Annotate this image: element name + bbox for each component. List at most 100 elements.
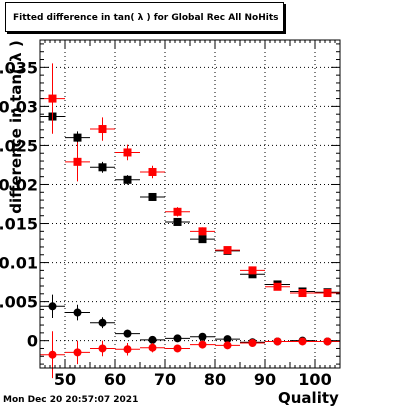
y-tick-label: 0	[27, 332, 38, 351]
circle-marker	[198, 340, 207, 349]
square-marker	[73, 157, 82, 166]
square-marker	[323, 289, 332, 298]
circle-marker	[298, 337, 307, 346]
data-point	[290, 289, 315, 298]
circle-marker	[123, 345, 132, 354]
circle-marker	[148, 335, 157, 344]
x-tick-label: 80	[204, 370, 226, 389]
circle-marker	[98, 344, 107, 353]
square-marker	[148, 167, 157, 176]
x-tick-label: 70	[154, 370, 176, 389]
y-tick-label: 0.03	[0, 97, 38, 116]
x-tick-label: 50	[54, 370, 76, 389]
circle-marker	[98, 318, 107, 327]
x-axis-label: Quality	[278, 389, 339, 407]
data-point	[165, 334, 190, 343]
data-point	[40, 294, 65, 319]
grid-lines	[40, 40, 340, 368]
square-marker	[148, 192, 157, 201]
data-point	[265, 337, 290, 346]
data-point	[165, 207, 190, 217]
data-point	[90, 161, 115, 173]
series-0	[40, 108, 340, 297]
square-marker	[98, 163, 107, 172]
circle-marker	[123, 329, 132, 338]
data-point	[65, 340, 90, 365]
x-tick-label: 90	[254, 370, 276, 389]
circle-marker	[48, 350, 57, 359]
square-marker	[198, 227, 207, 236]
data-point	[215, 341, 240, 350]
circle-marker	[173, 344, 182, 353]
square-marker	[123, 175, 132, 184]
data-point	[140, 335, 165, 344]
square-marker	[248, 266, 257, 275]
circle-marker	[48, 302, 57, 311]
chart-title-box: Fitted difference in tan( λ ) for Global…	[5, 2, 284, 32]
circle-marker	[73, 308, 82, 317]
data-point	[115, 329, 140, 338]
square-marker	[98, 125, 107, 134]
y-tick-label: 0.035	[0, 58, 38, 77]
data-point	[240, 339, 265, 348]
series-1	[40, 63, 340, 298]
circle-marker	[273, 337, 282, 346]
data-point	[190, 235, 215, 244]
data-point	[65, 131, 90, 144]
data-point	[165, 344, 190, 353]
circle-marker	[173, 334, 182, 343]
y-tick-label: 0.015	[0, 215, 38, 234]
data-point	[215, 335, 240, 344]
data-point	[190, 227, 215, 236]
square-marker	[223, 246, 232, 255]
x-tick-label: 60	[104, 370, 126, 389]
tick-labels: 50 60 70 80 90 100 0 0.005 0.01 0.015 0.02 0.025 0.0…	[0, 58, 332, 389]
square-marker	[123, 148, 132, 157]
data-point	[190, 340, 215, 349]
data-point	[190, 332, 215, 341]
data-point	[315, 289, 340, 298]
circle-marker	[73, 348, 82, 357]
data-point	[115, 343, 140, 356]
y-axis-label: difference in tan( λ )	[7, 40, 25, 214]
data-point	[265, 282, 290, 291]
square-marker	[173, 217, 182, 226]
square-marker	[298, 289, 307, 298]
square-marker	[173, 207, 182, 216]
data-point	[115, 144, 140, 161]
data-point	[315, 337, 340, 346]
data-point	[40, 331, 65, 379]
square-marker	[48, 94, 57, 103]
data-points	[40, 63, 340, 379]
square-marker	[273, 282, 282, 291]
circle-marker	[323, 337, 332, 346]
data-point	[140, 343, 165, 353]
data-point	[215, 246, 240, 255]
axes	[39, 39, 341, 369]
x-tick-label: 100	[298, 370, 331, 389]
data-point	[90, 317, 115, 329]
data-point	[65, 304, 90, 321]
data-point	[90, 340, 115, 357]
circle-marker	[223, 341, 232, 350]
y-tick-label: 0.005	[0, 293, 38, 312]
data-point	[65, 142, 90, 182]
chart-title: Fitted difference in tan( λ ) for Global…	[13, 13, 279, 23]
y-tick-label: 0.01	[0, 254, 38, 273]
timestamp: Mon Dec 20 20:57:07 2021	[3, 395, 139, 405]
data-point	[90, 117, 115, 141]
circle-marker	[248, 339, 257, 348]
plot-frame	[39, 39, 341, 369]
square-marker	[198, 235, 207, 244]
y-tick-label: 0.02	[0, 175, 38, 194]
data-point	[290, 337, 315, 346]
circle-marker	[148, 343, 157, 352]
data-point	[115, 175, 140, 185]
data-point	[240, 266, 265, 275]
data-point	[40, 63, 65, 134]
series-3	[40, 331, 340, 379]
y-tick-label: 0.025	[0, 136, 38, 155]
data-point	[140, 165, 165, 179]
series-2	[40, 294, 340, 347]
